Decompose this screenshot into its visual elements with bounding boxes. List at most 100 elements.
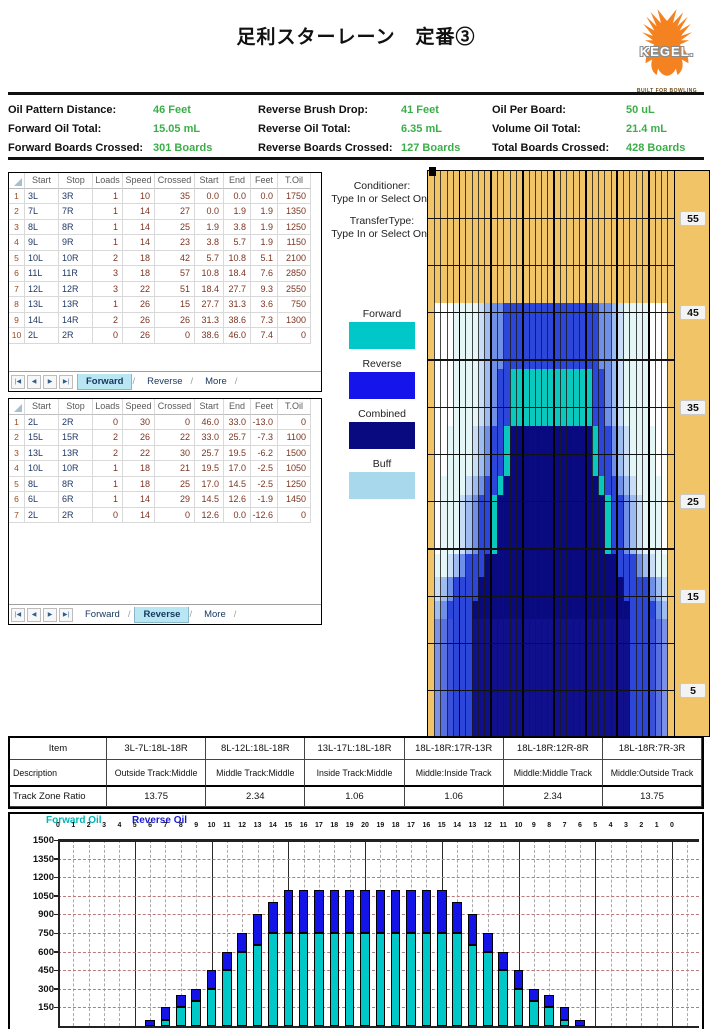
table-cell[interactable]: 0.0 — [195, 204, 224, 220]
table-cell[interactable]: 2L — [25, 328, 59, 344]
table-cell[interactable]: 38.6 — [195, 328, 224, 344]
table-cell[interactable]: 2850 — [278, 266, 311, 282]
table-cell[interactable]: 21 — [155, 461, 195, 477]
table-cell[interactable]: -2.5 — [251, 461, 278, 477]
next-sheet-button[interactable]: ▶ — [43, 607, 57, 622]
row-number[interactable]: 3 — [9, 445, 25, 461]
table-cell[interactable]: 0.0 — [251, 188, 278, 204]
table-cell[interactable]: 2R — [59, 507, 93, 523]
table-cell[interactable]: 18 — [123, 266, 155, 282]
table-cell[interactable]: 7.6 — [251, 266, 278, 282]
tab-reverse[interactable]: Reverse — [134, 606, 190, 623]
tab-forward[interactable]: Forward — [85, 609, 120, 620]
table-cell[interactable]: 14L — [25, 312, 59, 328]
table-cell[interactable]: 8R — [59, 476, 93, 492]
table-cell[interactable]: 30 — [155, 445, 195, 461]
table-cell[interactable]: 25.7 — [195, 445, 224, 461]
table-cell[interactable]: 25 — [155, 476, 195, 492]
first-sheet-button[interactable]: |◀ — [11, 374, 25, 389]
table-cell[interactable]: 1.9 — [224, 204, 251, 220]
table-cell[interactable]: 10.8 — [195, 266, 224, 282]
table-cell[interactable]: 1 — [93, 492, 123, 508]
table-cell[interactable]: 0 — [93, 414, 123, 430]
row-number[interactable]: 5 — [9, 250, 25, 266]
table-cell[interactable]: 1 — [93, 235, 123, 251]
table-cell[interactable]: 750 — [278, 297, 311, 313]
last-sheet-button[interactable]: ▶| — [59, 607, 73, 622]
table-cell[interactable]: 3L — [25, 188, 59, 204]
select-all-corner[interactable] — [9, 399, 25, 415]
table-cell[interactable]: 38.6 — [224, 312, 251, 328]
table-cell[interactable]: 10R — [59, 461, 93, 477]
table-cell[interactable]: 2 — [93, 445, 123, 461]
table-cell[interactable]: 1 — [93, 297, 123, 313]
table-cell[interactable]: 12.6 — [224, 492, 251, 508]
table-cell[interactable]: 27.7 — [224, 281, 251, 297]
table-cell[interactable]: 3.6 — [251, 297, 278, 313]
tab-more[interactable]: More — [205, 376, 227, 387]
table-cell[interactable]: 1 — [93, 219, 123, 235]
table-cell[interactable]: 14 — [123, 204, 155, 220]
table-cell[interactable]: 9.3 — [251, 281, 278, 297]
table-cell[interactable]: 2L — [25, 507, 59, 523]
column-header[interactable]: Start — [25, 173, 59, 189]
table-cell[interactable]: 7L — [25, 204, 59, 220]
column-header[interactable]: T.Oil — [278, 399, 311, 415]
column-header[interactable]: Stop — [59, 399, 93, 415]
table-cell[interactable]: 7.4 — [251, 328, 278, 344]
row-number[interactable]: 9 — [9, 312, 25, 328]
table-cell[interactable]: 14 — [123, 219, 155, 235]
table-cell[interactable]: 5.7 — [224, 235, 251, 251]
table-cell[interactable]: 1500 — [278, 445, 311, 461]
table-cell[interactable]: 12.6 — [195, 507, 224, 523]
table-cell[interactable]: 9R — [59, 235, 93, 251]
column-header[interactable]: Start — [195, 399, 224, 415]
table-cell[interactable]: 2550 — [278, 281, 311, 297]
table-cell[interactable]: 7R — [59, 204, 93, 220]
table-cell[interactable]: 0 — [155, 507, 195, 523]
table-cell[interactable]: 30 — [123, 414, 155, 430]
table-cell[interactable]: -1.9 — [251, 492, 278, 508]
table-cell[interactable]: 0 — [93, 507, 123, 523]
table-cell[interactable]: 51 — [155, 281, 195, 297]
table-cell[interactable]: 25.7 — [224, 430, 251, 446]
table-cell[interactable]: 0.0 — [195, 188, 224, 204]
last-sheet-button[interactable]: ▶| — [59, 374, 73, 389]
table-cell[interactable]: -7.3 — [251, 430, 278, 446]
table-cell[interactable]: 13R — [59, 445, 93, 461]
column-header[interactable]: Feet — [251, 173, 278, 189]
table-cell[interactable]: 1 — [93, 476, 123, 492]
table-cell[interactable]: 15R — [59, 430, 93, 446]
column-header[interactable]: Crossed — [155, 399, 195, 415]
table-cell[interactable]: -13.0 — [251, 414, 278, 430]
table-cell[interactable]: 26 — [123, 312, 155, 328]
table-cell[interactable]: 14 — [123, 235, 155, 251]
row-number[interactable]: 6 — [9, 266, 25, 282]
table-cell[interactable]: 11R — [59, 266, 93, 282]
tab-more[interactable]: More — [204, 609, 226, 620]
table-cell[interactable]: 6R — [59, 492, 93, 508]
table-cell[interactable]: 1250 — [278, 219, 311, 235]
column-header[interactable]: Loads — [93, 399, 123, 415]
table-cell[interactable]: 13L — [25, 297, 59, 313]
first-sheet-button[interactable]: |◀ — [11, 607, 25, 622]
table-cell[interactable]: 8L — [25, 476, 59, 492]
table-cell[interactable]: 1450 — [278, 492, 311, 508]
table-cell[interactable]: 1250 — [278, 476, 311, 492]
table-cell[interactable]: 42 — [155, 250, 195, 266]
table-cell[interactable]: 0 — [278, 328, 311, 344]
table-cell[interactable]: 2 — [93, 250, 123, 266]
table-cell[interactable]: 1 — [93, 204, 123, 220]
table-cell[interactable]: 0 — [155, 414, 195, 430]
column-header[interactable]: Loads — [93, 173, 123, 189]
table-cell[interactable]: 33.0 — [224, 414, 251, 430]
table-cell[interactable]: 3R — [59, 188, 93, 204]
table-cell[interactable]: 3 — [93, 266, 123, 282]
column-header[interactable]: Speed — [123, 399, 155, 415]
table-cell[interactable]: -12.6 — [251, 507, 278, 523]
table-cell[interactable]: 10.8 — [224, 250, 251, 266]
table-cell[interactable]: 17.0 — [224, 461, 251, 477]
table-cell[interactable]: 3 — [93, 281, 123, 297]
table-cell[interactable]: 8L — [25, 219, 59, 235]
table-cell[interactable]: 2R — [59, 414, 93, 430]
